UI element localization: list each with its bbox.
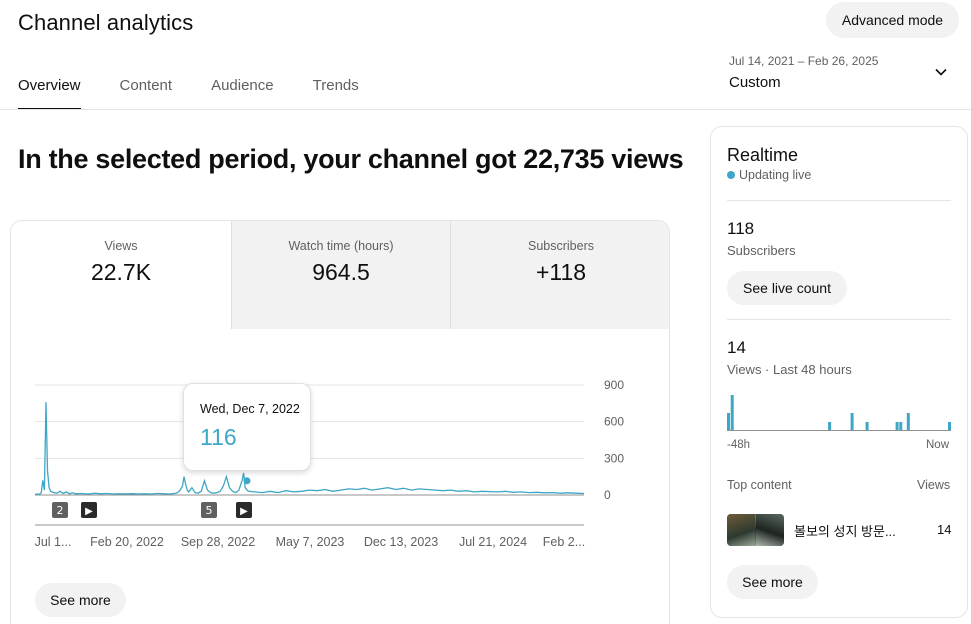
y-tick-label: 600 [604,415,624,429]
realtime-views-label: Views · Last 48 hours [727,362,852,377]
metric-value: 22.7K [90,259,152,285]
x-tick-label: Jul 1... [35,535,72,549]
period-headline: In the selected period, your channel got… [18,144,684,174]
y-tick-label: 900 [604,378,624,392]
divider [727,200,951,201]
top-content-label: Top content [727,478,792,492]
metric-views-tab[interactable]: Views 22.7K [11,221,231,329]
y-tick-label: 300 [604,451,624,465]
thumbnail-right-frame [756,514,784,546]
metric-value: +118 [535,259,587,285]
chart-tooltip: Wed, Dec 7, 2022 116 [183,383,311,471]
tab-audience[interactable]: Audience [211,77,274,94]
metric-subscribers-tab[interactable]: Subscribers +118 [450,221,669,329]
x-tick-label: Jul 21, 2024 [459,535,527,549]
x-tick-label: May 7, 2023 [276,535,345,549]
bar-axis-end: Now [926,439,950,451]
divider [727,319,951,320]
advanced-mode-button[interactable]: Advanced mode [826,2,959,38]
realtime-status: Updating live [727,168,811,182]
chevron-down-icon [935,68,947,76]
x-tick-label: Feb 20, 2022 [90,535,164,549]
highlight-point [243,477,251,485]
realtime-bar [730,395,734,431]
realtime-bar [906,413,910,431]
date-range-picker[interactable]: Jul 14, 2021 – Feb 26, 2025 Custom [729,54,951,96]
marker-box [52,502,68,518]
y-tick-label: 0 [604,488,611,502]
marker-box [201,502,217,518]
video-thumbnail[interactable] [727,514,784,546]
metric-label: Subscribers [528,239,594,253]
realtime-title: Realtime [727,145,799,165]
realtime-bar [948,422,951,431]
marker-box [236,502,252,518]
upload-count-marker[interactable]: 2 [52,502,68,518]
see-live-count-button[interactable]: See live count [727,271,847,305]
top-content-views: 14 [937,522,952,537]
metric-label: Views [104,239,138,253]
x-tick-label: Dec 13, 2023 [364,535,438,549]
marker-label: ▶ [240,506,248,517]
realtime-status-text: Updating live [739,168,812,182]
tooltip-value: 116 [200,424,237,450]
tooltip-date: Wed, Dec 7, 2022 [200,402,300,416]
page-title: Channel analytics [18,10,194,35]
realtime-bar [865,422,869,431]
see-more-button[interactable]: See more [35,583,126,617]
metric-value: 964.5 [312,259,370,285]
tabs-divider [0,109,971,110]
marker-label: ▶ [85,506,93,517]
tab-bar: Overview Content Audience Trends [18,64,398,110]
realtime-see-more-button[interactable]: See more [727,565,818,599]
marker-box [81,502,97,518]
top-content-title[interactable]: 볼보의 성지 방문... [794,524,896,539]
video-marker[interactable]: ▶ [81,502,97,518]
bar-axis-start: -48h [727,439,751,451]
realtime-bar [727,413,730,431]
realtime-views-value: 14 [727,338,746,357]
overview-chart-card: Views 22.7K Watch time (hours) 964.5 Sub… [10,220,670,624]
metric-label: Watch time (hours) [288,239,394,253]
realtime-bar [899,422,903,431]
date-range-label: Custom [729,74,781,91]
marker-label: 5 [206,504,213,517]
views-column-label: Views [917,478,951,492]
realtime-bar [828,422,832,431]
video-marker[interactable]: ▶ [236,502,252,518]
thumbnail-left-frame [727,514,755,546]
upload-count-marker[interactable]: 5 [201,502,217,518]
x-tick-label: Sep 28, 2022 [181,535,255,549]
realtime-bar [850,413,854,431]
live-dot-icon [727,171,735,179]
marker-label: 2 [57,504,64,517]
tab-trends[interactable]: Trends [312,77,359,94]
realtime-subscribers-value: 118 [727,219,755,238]
x-tick-label: Feb 2... [543,535,585,549]
realtime-subscribers-label: Subscribers [727,243,796,258]
realtime-card: Realtime Updating live 118 Subscribers S… [710,126,968,618]
metric-watch-time-tab[interactable]: Watch time (hours) 964.5 [231,221,450,329]
tab-content[interactable]: Content [119,77,173,94]
date-range-text: Jul 14, 2021 – Feb 26, 2025 [729,54,879,68]
realtime-bar [895,422,899,431]
realtime-views-bar-chart[interactable] [727,389,951,431]
views-series-line [34,402,585,496]
